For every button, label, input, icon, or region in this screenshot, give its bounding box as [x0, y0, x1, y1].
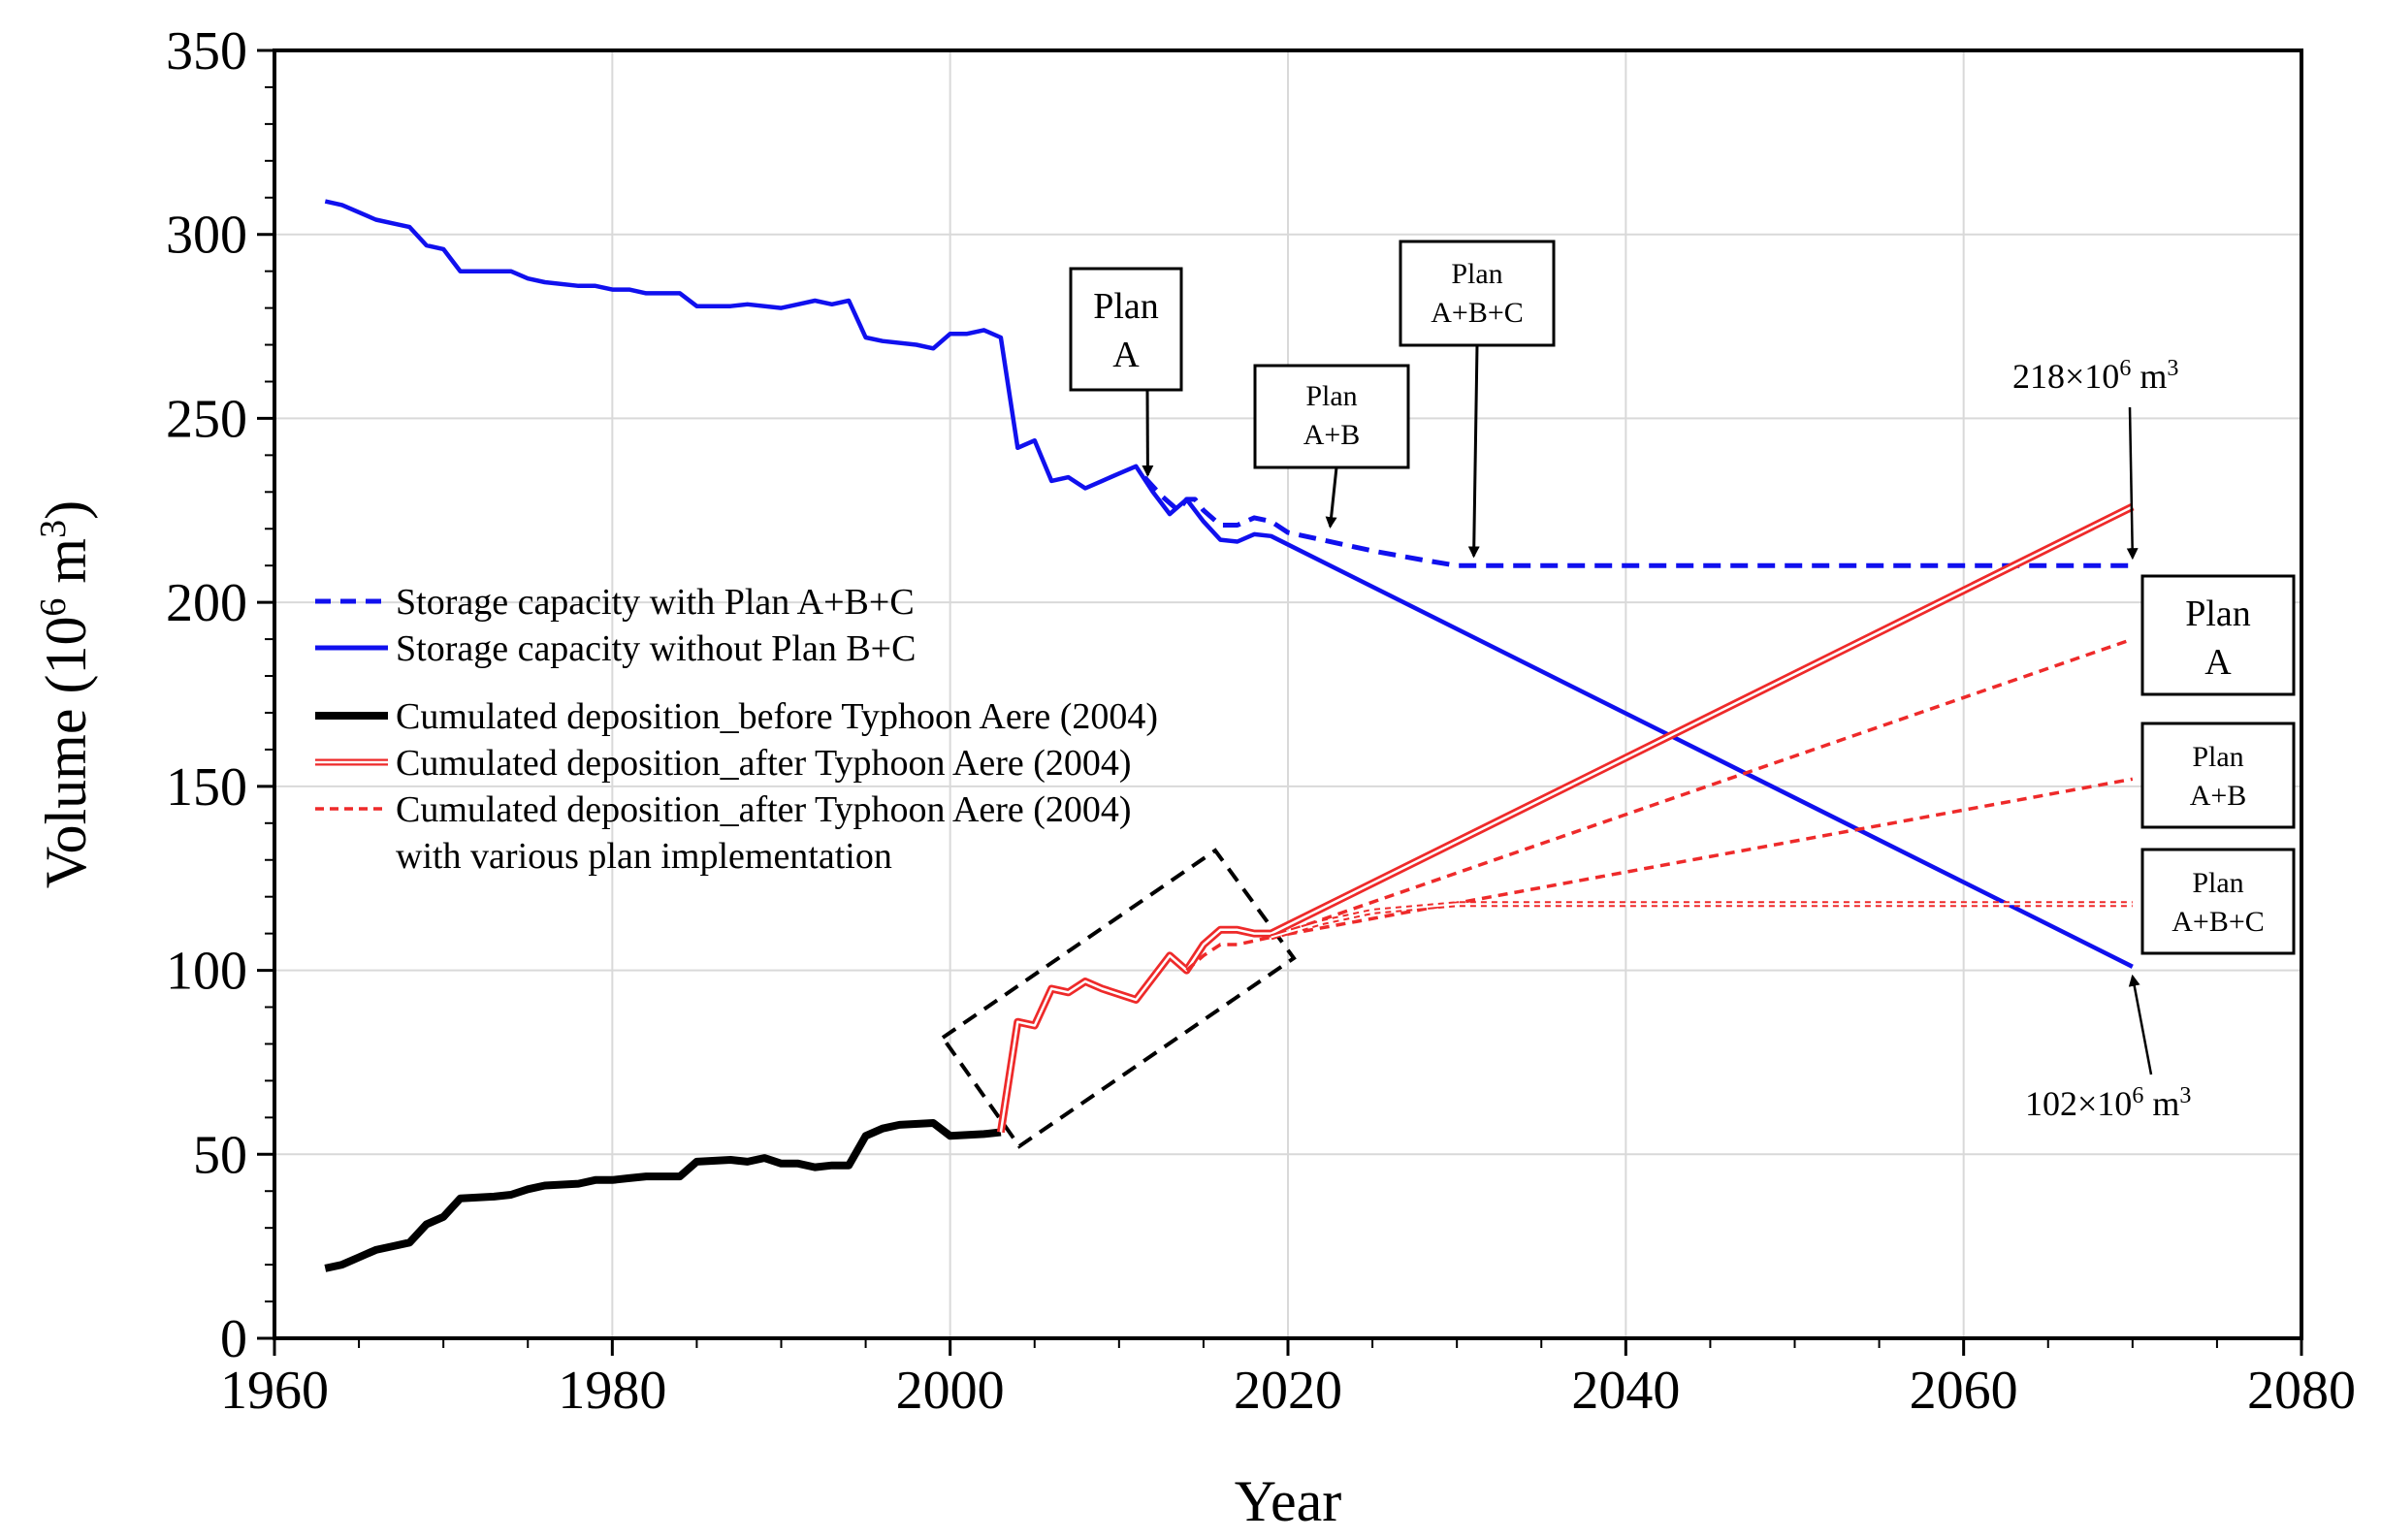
- series-deposition_plan_a: [1185, 637, 2134, 972]
- highlight-dashed-box-shape: [940, 848, 1297, 1149]
- callout-plan-abc-right: Plan A+B+C: [2140, 848, 2296, 955]
- x-tick-label-2000: 2000: [896, 1361, 1005, 1421]
- svg-text:Plan: Plan: [2185, 594, 2251, 634]
- y-tick-label-100: 100: [166, 942, 247, 1002]
- callout-plan-a-right: Plan A: [2140, 574, 2296, 696]
- x-tick-label-2020: 2020: [1234, 1361, 1342, 1421]
- callout-plan-ab-right: Plan A+B: [2140, 722, 2296, 829]
- y-tick-label-200: 200: [166, 573, 247, 633]
- highlight-dashed-box: [940, 848, 1297, 1149]
- svg-text:102×106 m3: 102×106 m3: [2025, 1083, 2191, 1123]
- callout-plan-abc-top: Plan A+B+C: [1399, 240, 1556, 559]
- label-218: 218×106 m3: [2012, 356, 2178, 561]
- label-102-arrow: [2128, 974, 2153, 1075]
- legend-label-deposition-before: Cumulated deposition_before Typhoon Aere…: [396, 696, 1158, 737]
- x-tick-label-2040: 2040: [1571, 1361, 1680, 1421]
- y-tick-label-150: 150: [166, 757, 247, 818]
- legend-label-deposition-after: Cumulated deposition_after Typhoon Aere …: [396, 743, 1132, 784]
- svg-text:Plan: Plan: [1093, 286, 1159, 327]
- callout-plan-a-top: Plan A: [1069, 267, 1183, 477]
- y-axis-title-sup2: 3: [33, 520, 74, 538]
- grid-lines: [273, 49, 2302, 1339]
- label-102: 102×106 m3: [2025, 974, 2191, 1123]
- legend-label-storage-with-abc: Storage capacity with Plan A+B+C: [396, 582, 915, 623]
- x-tick-label-1980: 1980: [558, 1361, 666, 1421]
- svg-text:A: A: [2204, 642, 2232, 683]
- x-axis-title: Year: [1235, 1469, 1342, 1533]
- legend-label-deposition-plans: Cumulated deposition_after Typhoon Aere …: [396, 789, 1132, 830]
- y-tick-label-0: 0: [220, 1309, 247, 1369]
- series-layer: [324, 199, 2135, 1272]
- svg-text:A+B: A+B: [2190, 780, 2247, 812]
- callout-plan-ab-top: Plan A+B: [1253, 364, 1410, 529]
- svg-text:218×106 m3: 218×106 m3: [2012, 356, 2178, 396]
- series-deposition_after-inner: [999, 505, 2134, 1133]
- legend-label-storage-without-bc: Storage capacity without Plan B+C: [396, 628, 916, 669]
- y-axis-title-mid: m: [34, 538, 98, 598]
- y-axis-title: Volume (106 m3): [33, 500, 98, 888]
- y-tick-label-50: 50: [193, 1125, 247, 1185]
- callout-arrow-plan-ab: [1325, 466, 1338, 529]
- x-tick-label-1960: 1960: [220, 1361, 329, 1421]
- legend-label-deposition-plans-line2: with various plan implementation: [396, 836, 892, 877]
- series-deposition_plan_ab: [1271, 777, 2134, 940]
- legend: Storage capacity with Plan A+B+C Storage…: [315, 582, 1158, 877]
- label-218-arrow: [2126, 406, 2139, 561]
- y-tick-label-250: 250: [166, 389, 247, 449]
- svg-text:Plan: Plan: [2192, 741, 2243, 773]
- callout-arrow-plan-abc: [1467, 344, 1480, 559]
- svg-text:Plan: Plan: [1451, 258, 1502, 290]
- series-deposition_plan_abc-inner: [1271, 903, 2133, 939]
- svg-text:A+B+C: A+B+C: [2172, 906, 2265, 938]
- y-axis-title-sup1: 6: [33, 598, 74, 617]
- x-tick-label-2060: 2060: [1910, 1361, 2018, 1421]
- svg-text:Plan: Plan: [2192, 867, 2243, 899]
- y-axis-title-end: ): [34, 500, 98, 520]
- x-tick-label-2080: 2080: [2247, 1361, 2356, 1421]
- series-storage_without_bc: [324, 199, 2134, 969]
- y-tick-label-350: 350: [166, 21, 247, 81]
- svg-text:A: A: [1112, 335, 1140, 375]
- series-deposition_before: [324, 1119, 1002, 1272]
- svg-text:Plan: Plan: [1305, 380, 1357, 412]
- axis-ticks: 1960 1980 2000 2020 2040 2060 2080 0 50 100 150 200…: [166, 21, 2356, 1421]
- y-tick-label-300: 300: [166, 206, 247, 266]
- svg-text:A+B: A+B: [1303, 419, 1361, 451]
- svg-text:A+B+C: A+B+C: [1431, 297, 1524, 329]
- series-storage_with_abc: [1142, 475, 2133, 568]
- y-axis-title-main: Volume (10: [34, 617, 98, 889]
